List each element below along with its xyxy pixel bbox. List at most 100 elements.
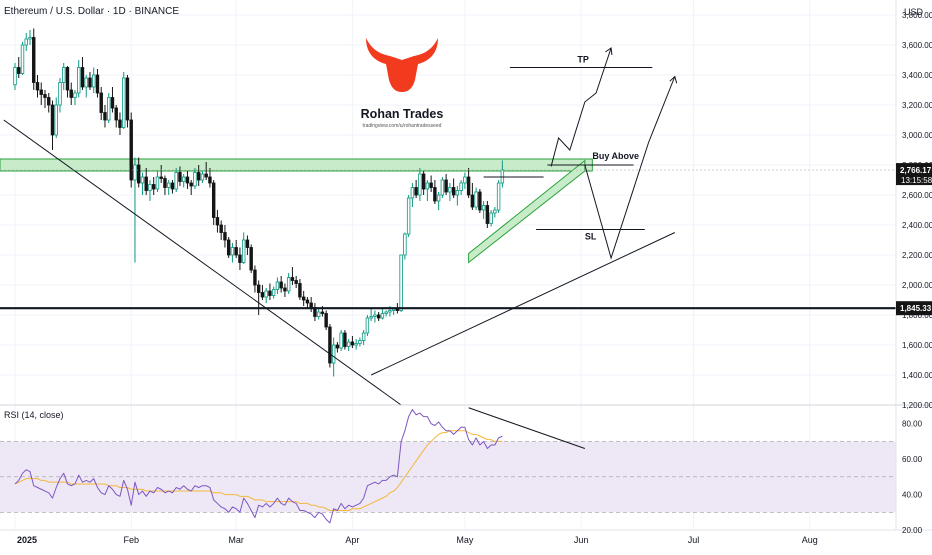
rsi-axis[interactable]: 20.00 40.00 60.00 80.00 [902, 420, 923, 535]
bullish-projection-path[interactable] [550, 47, 612, 167]
candle-body [125, 77, 130, 121]
candle-body [24, 38, 28, 46]
candle-body [301, 296, 306, 301]
price-tick-label[interactable]: 2,000.00 [902, 281, 932, 290]
candle-body [358, 340, 362, 344]
candle-body [346, 341, 351, 347]
candle-body [226, 239, 231, 256]
candle-body [290, 277, 295, 281]
candle-body [433, 187, 437, 202]
candle-body [208, 176, 212, 184]
candle-body [406, 197, 411, 235]
candle-body [403, 233, 407, 256]
candle-body [493, 209, 497, 214]
support-price-tag [896, 301, 932, 316]
rsi-tick-label[interactable]: 40.00 [902, 491, 923, 500]
candle-body [148, 184, 152, 191]
candle-body [271, 289, 276, 296]
rsi-tick-label[interactable]: 60.00 [902, 455, 923, 464]
candle-body [189, 182, 193, 187]
candle-body [13, 67, 17, 86]
candle-body [159, 176, 163, 179]
candle-body [234, 247, 238, 256]
time-tick-label[interactable]: Mar [228, 535, 244, 545]
time-tick-label[interactable]: May [456, 535, 474, 545]
logo-name: Rohan Trades [361, 107, 444, 121]
price-tick-label[interactable]: 3,200.00 [902, 101, 932, 110]
price-tick-label[interactable]: 3,000.00 [902, 131, 932, 140]
candle-body [256, 284, 261, 293]
candle-body [230, 247, 235, 256]
chart-title: Ethereum / U.S. Dollar · 1D · BINANCE [4, 6, 179, 17]
candle-body [39, 89, 43, 95]
candle-body [151, 184, 156, 190]
rsi-title: RSI (14, close) [4, 410, 64, 420]
candle-body [399, 254, 403, 311]
price-tick-label[interactable]: 2,200.00 [902, 251, 932, 260]
candle-body [35, 82, 40, 91]
candle-body [118, 119, 122, 128]
candle-body [178, 172, 182, 182]
price-tick-label[interactable]: 3,400.00 [902, 71, 932, 80]
buy-above-label[interactable]: Buy Above [592, 151, 639, 161]
time-tick-label[interactable]: Jun [574, 535, 589, 545]
time-tick-label[interactable]: Feb [123, 535, 139, 545]
candle-body [279, 281, 283, 289]
candle-body [95, 74, 100, 94]
time-tick-label[interactable]: 2025 [17, 535, 37, 545]
price-tick-label[interactable]: 2,400.00 [902, 221, 932, 230]
rising-channel[interactable] [468, 159, 586, 264]
candle-body [17, 67, 21, 74]
time-tick-label[interactable]: Jul [688, 535, 700, 545]
candle-body [103, 112, 107, 121]
time-axis[interactable]: 2025 Feb Mar Apr May Jun Jul Aug [17, 535, 818, 545]
ascending-trendline[interactable] [370, 232, 676, 376]
annotations-foreground[interactable]: TP Buy Above SL [0, 47, 896, 406]
descending-trendline[interactable] [3, 119, 402, 406]
candle-body [451, 187, 456, 196]
price-tick-label[interactable]: 1,400.00 [902, 371, 932, 380]
candle-body [496, 182, 501, 211]
price-tick-label[interactable]: 2,600.00 [902, 191, 932, 200]
buy-zone[interactable] [0, 158, 593, 172]
price-tick-label[interactable]: 1,600.00 [902, 341, 932, 350]
candle-body [133, 164, 137, 181]
candle-body [470, 194, 475, 208]
candle-body [324, 313, 328, 328]
candle-body [174, 172, 178, 190]
candle-body [421, 173, 426, 190]
candle-body [181, 176, 186, 182]
time-tick-label[interactable]: Aug [802, 535, 818, 545]
candle-body [155, 176, 160, 190]
candle-countdown: 13:15:58 [901, 176, 932, 185]
candle-body [343, 332, 347, 347]
candle-body [163, 178, 167, 188]
time-tick-label[interactable]: Apr [345, 535, 359, 545]
candle-body [50, 104, 55, 136]
candle-body [448, 187, 452, 193]
price-tick-label[interactable]: 1,200.00 [902, 401, 932, 410]
price-tick-label[interactable]: 1,800.00 [902, 311, 932, 320]
pullback-projection-path[interactable] [584, 76, 676, 260]
candle-body [241, 239, 246, 263]
candle-body [418, 173, 422, 196]
price-tick-label[interactable]: 3,800.00 [902, 11, 932, 20]
candle-body [376, 314, 381, 319]
candle-body [77, 67, 81, 94]
candle-body [373, 314, 377, 317]
sl-label[interactable]: SL [585, 232, 597, 242]
annotations-background [0, 158, 593, 264]
tp-label[interactable]: TP [577, 55, 589, 65]
candle-body [99, 92, 103, 113]
rsi-tick-label[interactable]: 80.00 [902, 420, 923, 429]
candle-body [196, 172, 201, 181]
price-axis[interactable]: 1,200.00 1,400.00 1,600.00 1,800.00 2,000.00… [902, 11, 932, 410]
price-tick-label[interactable]: 3,600.00 [902, 41, 932, 50]
currency-label[interactable]: USD [904, 7, 924, 17]
candle-body [361, 332, 366, 341]
candle-body [253, 269, 257, 286]
rsi-tick-label[interactable]: 20.00 [902, 526, 923, 535]
candle-body [245, 239, 250, 248]
